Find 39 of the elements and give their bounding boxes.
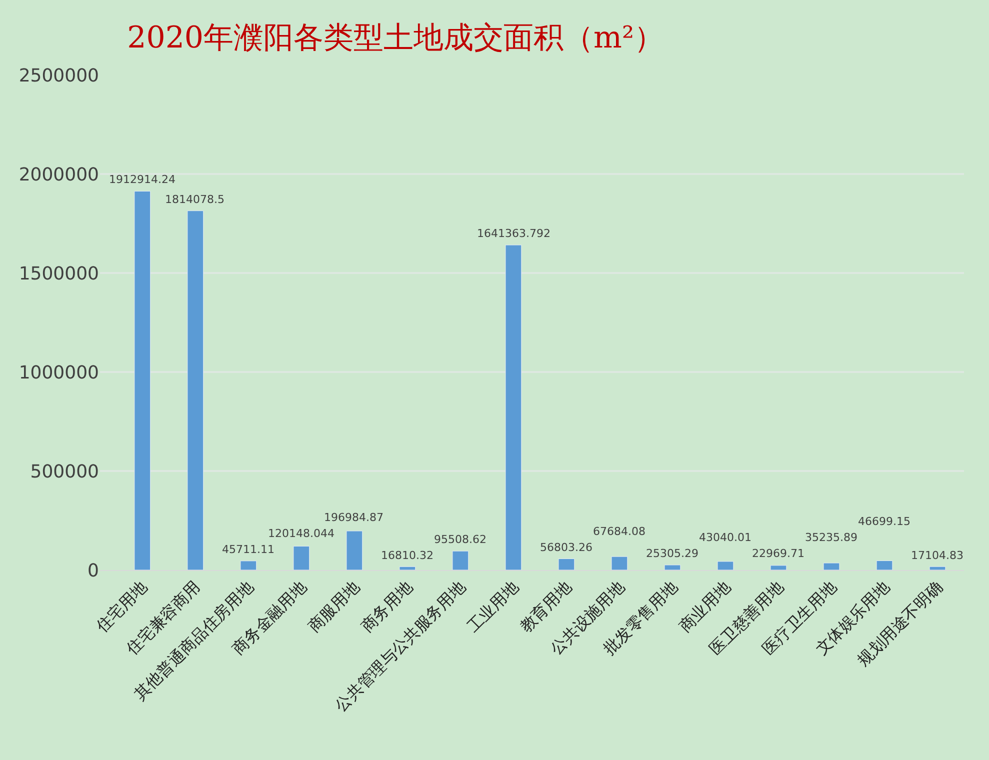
data-label: 1814078.5: [165, 193, 224, 206]
bar: [664, 564, 681, 570]
data-label: 45711.11: [222, 543, 274, 556]
data-label: 35235.89: [805, 531, 858, 544]
bar: [611, 556, 628, 570]
data-label: 1641363.792: [477, 227, 550, 240]
bar: [134, 190, 151, 570]
data-label: 43040.01: [699, 531, 752, 544]
data-label: 16810.32: [381, 549, 434, 562]
bar: [717, 561, 734, 570]
data-label: 22969.71: [752, 547, 804, 560]
y-tick-label: 0: [88, 560, 99, 582]
bar: [293, 546, 310, 570]
data-label: 46699.15: [858, 515, 910, 528]
bar: [876, 560, 893, 570]
bar: [505, 244, 522, 570]
data-label: 25305.29: [646, 547, 698, 560]
y-tick-label: 1500000: [18, 263, 99, 284]
data-label: 95508.62: [434, 533, 486, 546]
data-label: 196984.87: [324, 511, 384, 524]
bar: [399, 566, 416, 570]
bar: [823, 562, 840, 570]
data-label: 67684.08: [593, 525, 646, 538]
data-label: 17104.83: [911, 549, 964, 562]
chart-title: 2020年濮阳各类型土地成交面积（m²）: [127, 20, 664, 56]
bar: [452, 550, 469, 570]
bar: [187, 210, 204, 570]
bar: [558, 558, 575, 570]
bar: [929, 566, 946, 570]
data-label: 1912914.24: [109, 173, 176, 186]
y-tick-label: 2000000: [18, 164, 99, 186]
bar: [346, 530, 363, 570]
y-tick-label: 1000000: [18, 362, 99, 384]
y-tick-label: 500000: [30, 461, 99, 482]
bar: [770, 565, 787, 570]
data-label: 56803.26: [540, 541, 592, 554]
y-tick-label: 2500000: [18, 65, 99, 86]
data-label: 120148.044: [268, 527, 334, 540]
bar: [240, 560, 257, 570]
